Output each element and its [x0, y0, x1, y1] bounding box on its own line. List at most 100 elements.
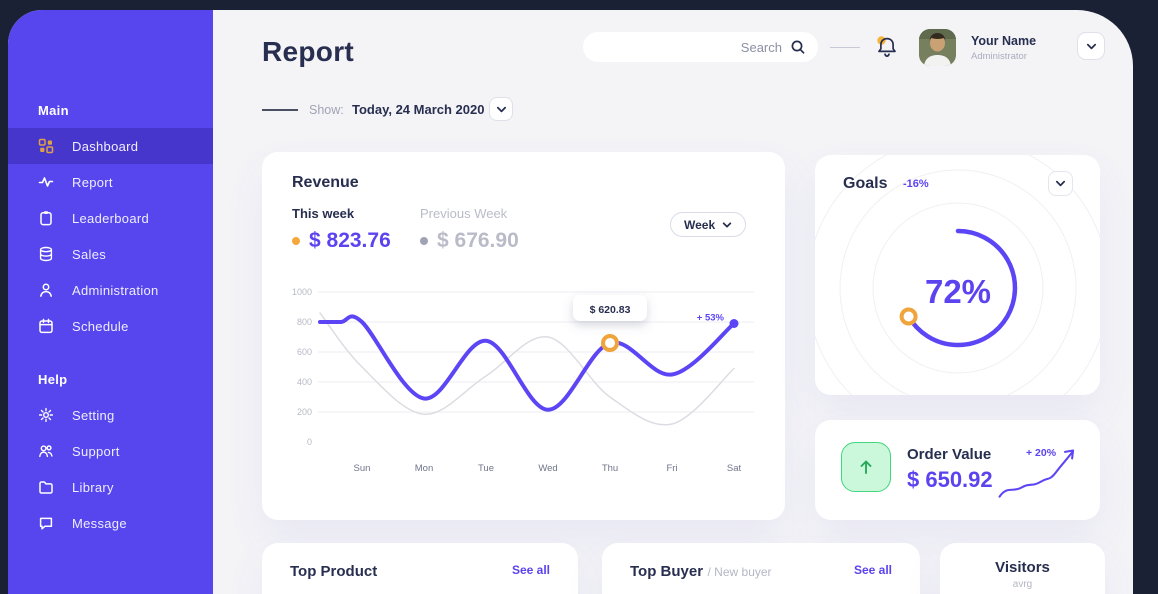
user-name: Your Name	[971, 34, 1037, 48]
activity-icon	[38, 174, 54, 190]
this-week-label: This week	[292, 206, 355, 221]
order-value-amount: $ 650.92	[907, 467, 993, 492]
svg-text:Thu: Thu	[602, 463, 618, 474]
sidebar-item-label: Schedule	[72, 318, 129, 334]
dashboard-grid-icon	[38, 138, 54, 154]
this-week-value: $ 823.76	[309, 229, 391, 252]
sidebar-item-label: Message	[72, 515, 127, 531]
sidebar-nav: Main Dashboard Report Leaderboard Sales Admin…	[8, 103, 213, 541]
calendar-icon	[38, 318, 54, 334]
sidebar-item-sales[interactable]: Sales	[8, 236, 213, 272]
this-week-stat: This week $ 823.76	[292, 206, 391, 253]
goals-title: Goals	[843, 175, 888, 192]
sidebar-item-setting[interactable]: Setting	[8, 397, 213, 433]
user-meta: Your Name Administrator	[971, 34, 1036, 62]
user-menu-button[interactable]	[1077, 32, 1105, 60]
sidebar-item-message[interactable]: Message	[8, 505, 213, 541]
sidebar-item-label: Dashboard	[72, 138, 139, 154]
sidebar-item-label: Administration	[72, 282, 159, 298]
goals-bg-circles	[815, 155, 1100, 395]
top-buyer-title: Top Buyer	[630, 563, 704, 580]
sidebar-item-report[interactable]: Report	[8, 164, 213, 200]
svg-text:1000: 1000	[292, 287, 312, 297]
svg-text:Sat: Sat	[727, 463, 742, 474]
sidebar-section-label: Help	[38, 372, 68, 387]
search-input[interactable]	[599, 39, 782, 55]
svg-text:400: 400	[297, 377, 312, 387]
chevron-down-icon	[1055, 180, 1066, 187]
visitors-title: Visitors	[995, 559, 1050, 576]
top-buyer-see-all-link[interactable]: See all	[853, 563, 892, 577]
goals-change-badge: -16%	[903, 178, 929, 190]
chevron-down-icon	[722, 221, 732, 228]
chart-tooltip: $ 620.83	[573, 295, 647, 321]
previous-week-label: Previous Week	[420, 206, 508, 221]
goals-ring-chart	[815, 155, 1100, 395]
svg-text:Fri: Fri	[666, 463, 677, 474]
revenue-line-chart: 0 200 400 600 800 1000 Sun Mon Tue Wed Thu Fri Sat + …	[292, 287, 754, 474]
sidebar-item-library[interactable]: Library	[8, 469, 213, 505]
order-value-change: + 20%	[1026, 447, 1057, 459]
arrow-up-icon	[860, 460, 872, 474]
sidebar-item-support[interactable]: Support	[8, 433, 213, 469]
header-divider	[830, 47, 860, 48]
search-bar[interactable]	[583, 32, 818, 62]
chart-highlight-marker	[601, 334, 619, 352]
goals-menu-button[interactable]	[1048, 171, 1073, 196]
date-dropdown-button[interactable]	[489, 97, 513, 121]
revenue-title: Revenue	[292, 174, 359, 191]
order-value-card: Order Value $ 650.92 + 20%	[815, 420, 1100, 520]
sidebar-item-schedule[interactable]: Schedule	[8, 308, 213, 344]
sidebar-item-label: Sales	[72, 246, 107, 262]
chevron-down-icon	[1086, 43, 1096, 49]
svg-text:Wed: Wed	[538, 463, 557, 474]
avatar[interactable]	[919, 29, 956, 66]
revenue-card: Revenue This week $ 823.76 Previous Week…	[262, 152, 785, 520]
previous-week-stat: Previous Week $ 676.90	[420, 206, 519, 253]
bell-icon	[877, 36, 896, 57]
sidebar-section-label: Main	[38, 103, 69, 118]
goals-progress-arc	[906, 228, 1018, 348]
svg-text:200: 200	[297, 407, 312, 417]
previous-week-value: $ 676.90	[437, 229, 519, 252]
svg-text:Tue: Tue	[478, 463, 494, 474]
chart-end-dot	[729, 319, 739, 328]
chat-icon	[38, 515, 54, 531]
chart-change-label: + 53%	[697, 313, 725, 324]
database-icon	[38, 246, 54, 262]
top-product-see-all-link[interactable]: See all	[511, 563, 550, 577]
sidebar: Main Dashboard Report Leaderboard Sales Admin…	[8, 10, 213, 594]
user-role: Administrator	[971, 51, 1027, 62]
show-divider	[262, 109, 298, 111]
page-title: Report	[262, 36, 355, 67]
chevron-down-icon	[496, 106, 506, 112]
order-value-trend-icon	[841, 442, 891, 492]
visitors-card: Visitors avrg	[940, 543, 1105, 594]
sidebar-item-label: Report	[72, 174, 113, 190]
sidebar-item-label: Setting	[72, 407, 115, 423]
app-window: Main Dashboard Report Leaderboard Sales Admin…	[8, 10, 1133, 594]
svg-text:Mon: Mon	[415, 463, 433, 474]
goals-percent-value: 72%	[924, 273, 992, 310]
search-icon[interactable]	[790, 39, 806, 55]
sidebar-item-label: Leaderboard	[72, 210, 150, 226]
goals-card: Goals -16% 72%	[815, 155, 1100, 395]
notification-bell[interactable]	[873, 34, 901, 62]
svg-text:0: 0	[307, 437, 312, 447]
this-week-dot	[292, 237, 300, 245]
order-value-sparkline	[998, 449, 1075, 498]
period-selector-label: Week	[684, 217, 716, 232]
clipboard-icon	[38, 210, 54, 226]
svg-text:Sun: Sun	[354, 463, 371, 474]
top-buyer-subtitle: / New buyer	[707, 565, 772, 579]
order-value-title: Order Value	[907, 446, 992, 463]
show-label: Show:	[309, 103, 344, 117]
sidebar-item-leaderboard[interactable]: Leaderboard	[8, 200, 213, 236]
gear-icon	[38, 407, 54, 423]
sidebar-item-label: Library	[72, 479, 114, 495]
sidebar-item-administration[interactable]: Administration	[8, 272, 213, 308]
main-content: Report Your Name	[213, 10, 1133, 594]
svg-text:$ 620.83: $ 620.83	[590, 304, 631, 316]
period-selector[interactable]: Week	[670, 212, 747, 237]
sidebar-item-dashboard[interactable]: Dashboard	[8, 128, 213, 164]
